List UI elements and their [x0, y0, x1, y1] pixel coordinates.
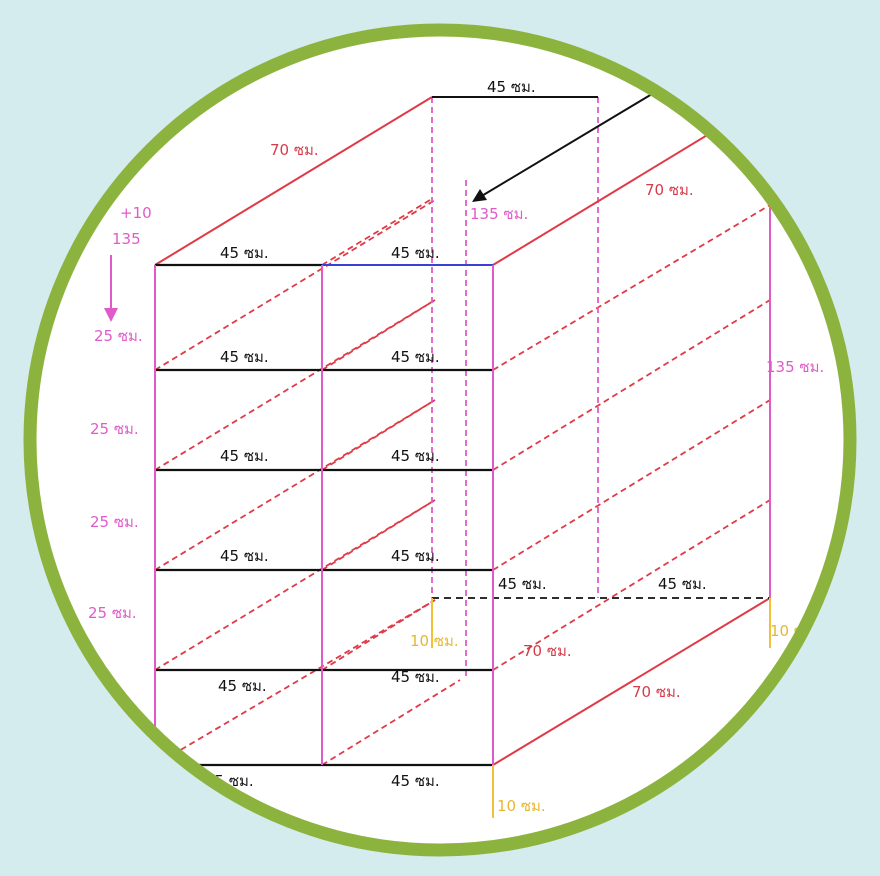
top-depth-right-label: 70 ซม.	[645, 181, 694, 199]
shelf-2-left-label: 45 ซม.	[220, 348, 269, 366]
shelf-4-left-label: 45 ซม.	[220, 547, 269, 565]
front-posts	[154, 205, 771, 765]
inner-height-label: 135 ซม.	[470, 205, 528, 223]
back-leg-label: 10 ซม.	[410, 632, 459, 650]
shelf-4-right-label: 45 ซม.	[391, 547, 440, 565]
gap-label-2: 25 ซม.	[90, 420, 139, 438]
pointer-arrow-head	[472, 189, 487, 202]
gap-label-1: 25 ซม.	[94, 327, 143, 345]
shelf-1-left-label: 45 ซม.	[220, 244, 269, 262]
shelf-3-left-label: 45 ซม.	[220, 447, 269, 465]
shelf-5-left-label: 45 ซม.	[218, 677, 267, 695]
back-bottom-left-label: 45 ซม.	[498, 575, 547, 593]
bottom-depth-inner-label: 70 ซม.	[523, 642, 572, 660]
shelf-3-right-label: 45 ซม.	[391, 447, 440, 465]
legs	[431, 598, 771, 818]
shelf-structure: 45 ซม. 70 ซม. 70 ซม. 135 ซม. 135 ซม. +10…	[88, 78, 824, 818]
gap-label-3: 25 ซม.	[90, 513, 139, 531]
depth-dashed-lines	[154, 199, 771, 766]
shelf-2-right-label: 45 ซม.	[391, 348, 440, 366]
dimension-labels: 45 ซม. 70 ซม. 70 ซม. 135 ซม. 135 ซม. +10…	[88, 78, 824, 815]
shelves	[155, 368, 493, 767]
pointer-arrow	[479, 93, 653, 198]
side-note-1: +10	[120, 204, 152, 222]
side-note-2: 135	[112, 230, 141, 248]
gap-label-4: 25 ซม.	[88, 604, 137, 622]
side-arrow-head	[104, 308, 118, 322]
hidden-posts	[431, 97, 599, 680]
top-depth-left-label: 70 ซม.	[270, 141, 319, 159]
bottom-right-label: 45 ซม.	[391, 772, 440, 790]
shelf-1-right-label: 45 ซม.	[391, 244, 440, 262]
back-bottom-right-label: 45 ซม.	[658, 575, 707, 593]
right-height-label: 135 ซม.	[766, 358, 824, 376]
bottom-depth-outer-label: 70 ซม.	[632, 683, 681, 701]
diagram-disc	[36, 36, 844, 844]
front-leg-label: 10 ซม.	[497, 797, 546, 815]
shelf-5-right-label: 45 ซม.	[391, 668, 440, 686]
frame-ring	[23, 23, 857, 857]
top-width-label: 45 ซม.	[487, 78, 536, 96]
